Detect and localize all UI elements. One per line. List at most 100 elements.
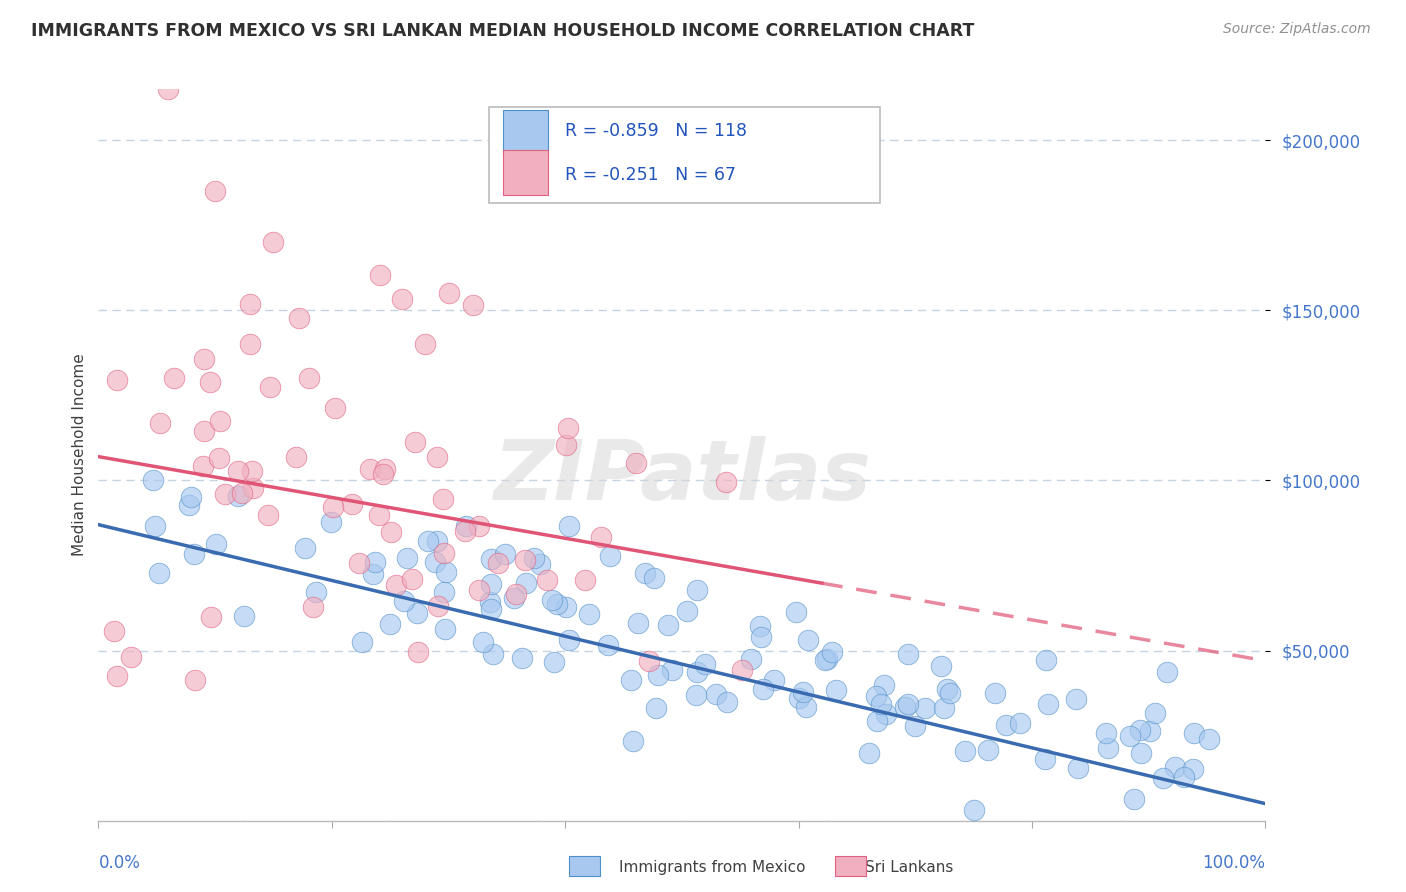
Point: [259, 380, 281, 394]
Point: [157, 82, 180, 96]
Point: [558, 632, 581, 647]
Point: [302, 599, 325, 614]
Point: [515, 553, 537, 567]
Point: [1035, 653, 1057, 667]
Point: [193, 424, 215, 438]
Point: [256, 508, 278, 523]
Point: [239, 296, 262, 310]
Point: [749, 619, 772, 633]
Point: [977, 743, 1000, 757]
Text: Sri Lankans: Sri Lankans: [865, 860, 953, 874]
Point: [515, 576, 537, 591]
Point: [406, 606, 429, 620]
Point: [749, 630, 772, 644]
Point: [163, 371, 186, 385]
Text: Immigrants from Mexico: Immigrants from Mexico: [619, 860, 806, 874]
Point: [740, 652, 762, 666]
Point: [931, 659, 953, 673]
Point: [242, 481, 264, 495]
Point: [1123, 792, 1146, 806]
Point: [323, 401, 346, 416]
Point: [785, 605, 807, 619]
Point: [454, 524, 477, 538]
Point: [454, 519, 477, 533]
Point: [787, 691, 810, 706]
Point: [558, 519, 581, 533]
Point: [479, 601, 502, 615]
Point: [858, 746, 880, 760]
Point: [643, 571, 665, 585]
Point: [228, 489, 250, 503]
Point: [285, 450, 308, 464]
Point: [461, 298, 484, 312]
Point: [437, 286, 460, 301]
Point: [208, 450, 231, 465]
Point: [647, 668, 669, 682]
Point: [193, 351, 215, 366]
Point: [288, 311, 311, 326]
Point: [494, 547, 516, 561]
Point: [226, 464, 249, 478]
Point: [794, 700, 817, 714]
Point: [814, 652, 837, 666]
Point: [686, 582, 709, 597]
Point: [543, 655, 565, 669]
Point: [180, 490, 202, 504]
Point: [955, 743, 977, 757]
Point: [645, 700, 668, 714]
Point: [676, 604, 699, 618]
Point: [385, 578, 408, 592]
Point: [107, 373, 129, 387]
Point: [374, 461, 396, 475]
Point: [865, 689, 887, 703]
Point: [1152, 771, 1174, 785]
Text: R = -0.251   N = 67: R = -0.251 N = 67: [565, 166, 737, 184]
Point: [214, 486, 236, 500]
Point: [716, 695, 738, 709]
Point: [413, 337, 436, 351]
Point: [193, 459, 215, 474]
Point: [578, 607, 600, 621]
Point: [634, 566, 657, 580]
Point: [148, 566, 170, 580]
Point: [984, 686, 1007, 700]
Point: [486, 557, 509, 571]
Point: [1066, 692, 1088, 706]
Point: [1182, 762, 1205, 776]
Point: [143, 518, 166, 533]
Point: [425, 450, 447, 464]
Point: [815, 652, 838, 666]
Point: [963, 804, 986, 818]
Point: [364, 555, 387, 569]
Point: [321, 515, 343, 529]
Point: [322, 500, 344, 514]
Point: [434, 622, 457, 636]
Point: [262, 235, 284, 250]
Point: [752, 682, 775, 697]
Point: [557, 421, 579, 435]
Point: [1033, 752, 1056, 766]
Point: [340, 497, 363, 511]
Text: Source: ZipAtlas.com: Source: ZipAtlas.com: [1223, 22, 1371, 37]
Point: [350, 635, 373, 649]
Point: [1067, 761, 1090, 775]
Point: [797, 633, 820, 648]
Point: [621, 733, 644, 747]
Point: [546, 597, 568, 611]
Point: [468, 519, 491, 533]
Point: [620, 673, 643, 687]
Point: [824, 682, 846, 697]
Point: [1097, 740, 1119, 755]
Point: [479, 576, 502, 591]
Point: [596, 638, 619, 652]
Point: [873, 677, 896, 691]
Point: [198, 375, 221, 389]
Point: [685, 688, 707, 702]
Point: [896, 697, 918, 711]
Point: [866, 714, 889, 728]
Point: [404, 435, 426, 450]
Point: [149, 416, 172, 430]
FancyBboxPatch shape: [489, 108, 880, 202]
Point: [1129, 723, 1152, 737]
Point: [426, 534, 449, 549]
